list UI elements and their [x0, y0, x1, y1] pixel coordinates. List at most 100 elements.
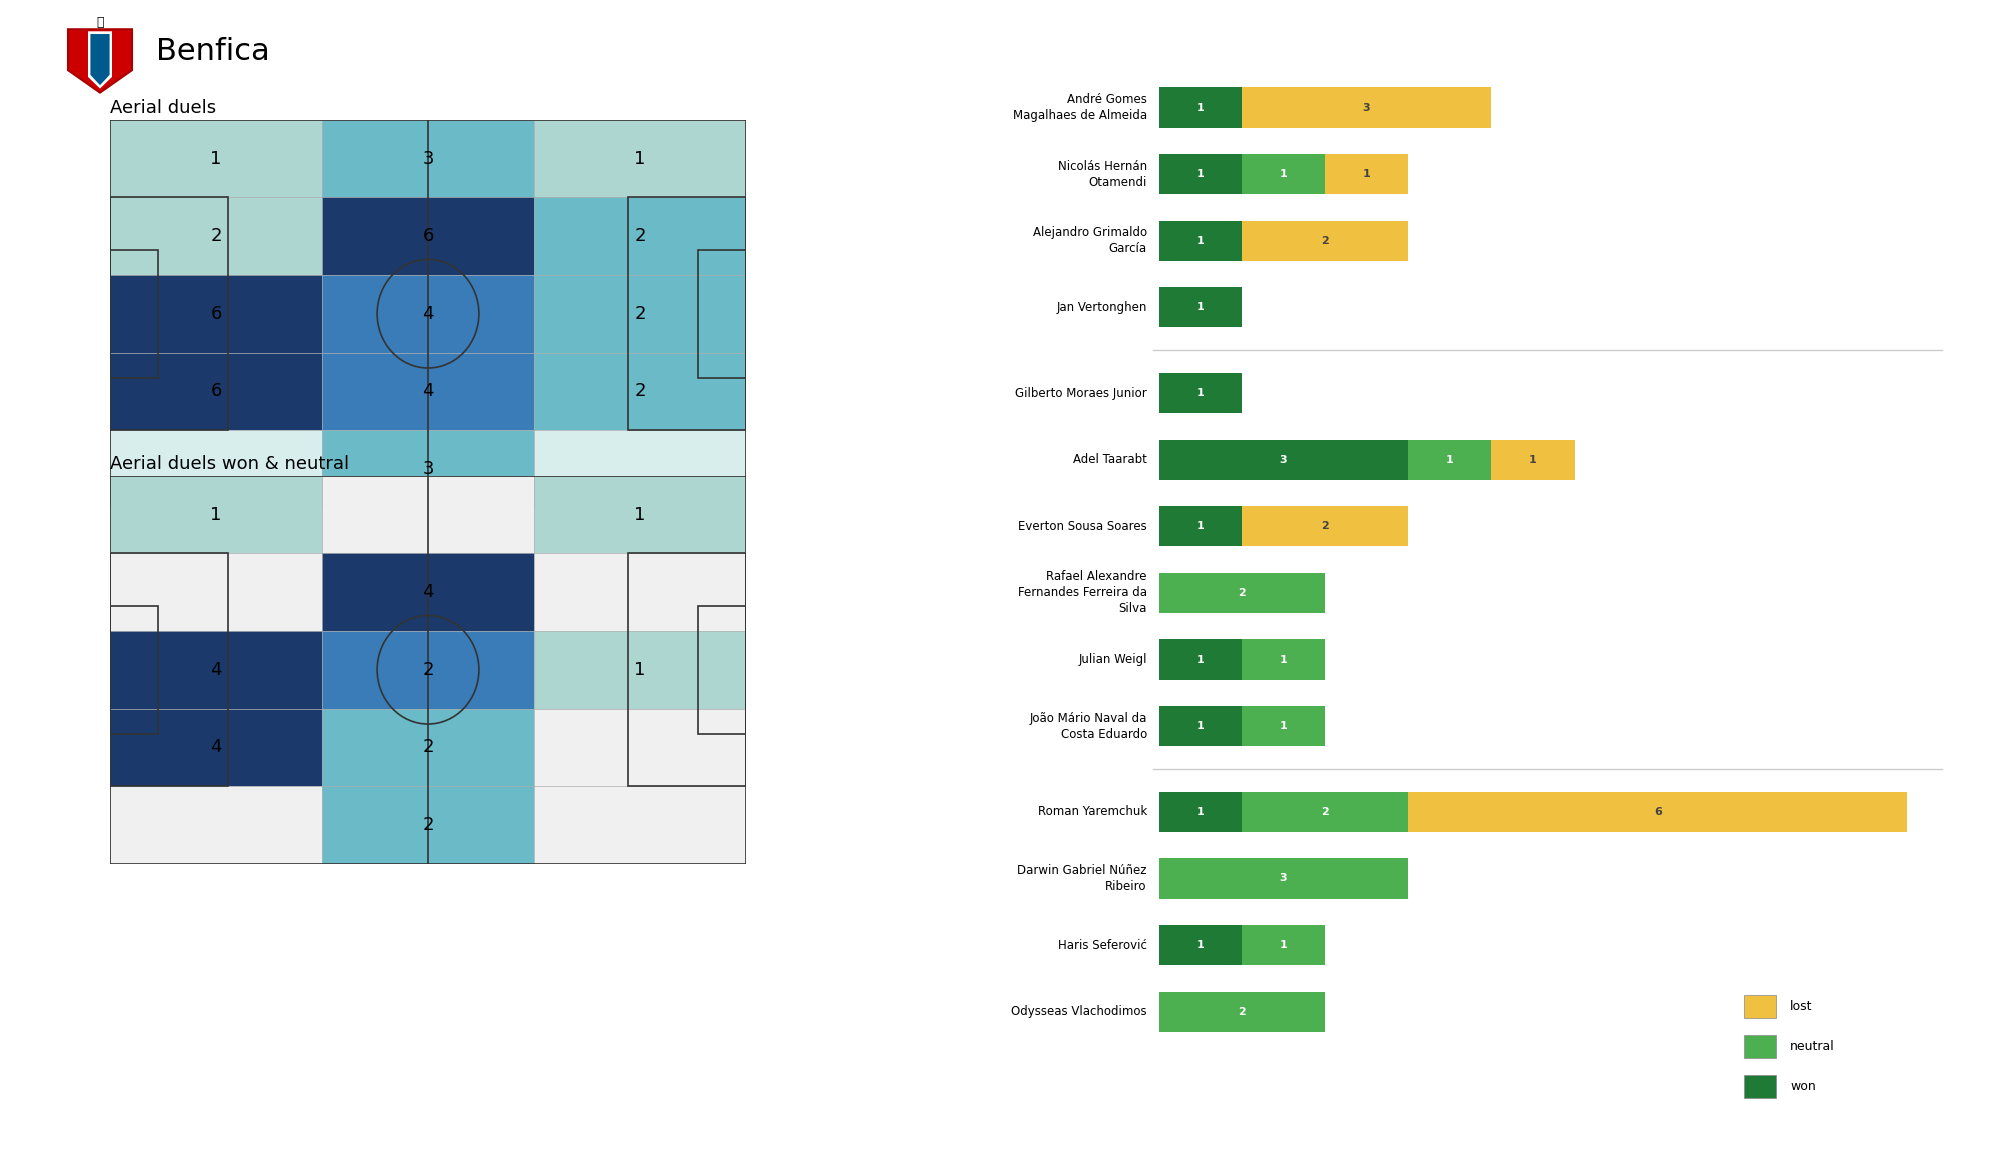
Text: 3: 3 [1280, 873, 1288, 884]
Bar [534, 197, 746, 275]
Bar [110, 786, 322, 864]
Text: 1: 1 [1196, 388, 1204, 398]
Polygon shape [68, 29, 132, 93]
Text: 1: 1 [1196, 522, 1204, 531]
Text: João Mário Naval da
Costa Eduardo: João Mário Naval da Costa Eduardo [1030, 712, 1146, 740]
Bar [534, 709, 746, 786]
Bar [110, 197, 322, 275]
Text: André Gomes
Magalhaes de Almeida: André Gomes Magalhaes de Almeida [1012, 93, 1146, 122]
Text: 6: 6 [210, 304, 222, 323]
Bar [1158, 87, 1242, 128]
Bar [628, 197, 746, 430]
Text: Jan Vertonghen: Jan Vertonghen [1056, 301, 1146, 314]
Text: 2: 2 [422, 815, 434, 834]
Text: 2: 2 [634, 382, 646, 401]
Text: 4: 4 [422, 583, 434, 602]
Text: 1: 1 [1280, 940, 1288, 951]
Text: lost: lost [1790, 1000, 1812, 1013]
Bar [1242, 925, 1324, 965]
Text: neutral: neutral [1790, 1040, 1836, 1053]
Text: 2: 2 [1322, 807, 1328, 817]
Bar [1158, 506, 1242, 546]
Bar [628, 553, 746, 786]
Text: 4: 4 [210, 738, 222, 757]
Bar [1242, 792, 1408, 832]
Text: Haris Seferović: Haris Seferović [1058, 939, 1146, 952]
Text: Darwin Gabriel Núñez
Ribeiro: Darwin Gabriel Núñez Ribeiro [1018, 864, 1146, 893]
Text: 2: 2 [634, 304, 646, 323]
Bar [322, 476, 534, 553]
Bar [110, 250, 158, 377]
Bar [322, 786, 534, 864]
Bar [1158, 925, 1242, 965]
Bar [1242, 506, 1408, 546]
Bar [1744, 1075, 1776, 1099]
Bar [534, 786, 746, 864]
Text: 1: 1 [1196, 169, 1204, 179]
Bar [322, 553, 534, 631]
Bar [1408, 792, 1908, 832]
Text: 3: 3 [422, 459, 434, 478]
Text: Alejandro Grimaldo
García: Alejandro Grimaldo García [1032, 227, 1146, 255]
Text: 2: 2 [422, 660, 434, 679]
Bar [698, 606, 746, 733]
Bar [534, 553, 746, 631]
Text: 1: 1 [1280, 654, 1288, 665]
Text: 2: 2 [634, 227, 646, 246]
Text: 1: 1 [634, 660, 646, 679]
Text: 1: 1 [1196, 940, 1204, 951]
Text: 1: 1 [1530, 455, 1536, 464]
Text: won: won [1790, 1080, 1816, 1093]
Bar [322, 197, 534, 275]
Text: 1: 1 [210, 149, 222, 168]
Bar [1324, 154, 1408, 194]
Text: 1: 1 [1362, 169, 1370, 179]
Text: 1: 1 [1196, 807, 1204, 817]
Text: 1: 1 [1196, 302, 1204, 313]
Text: 1: 1 [210, 505, 222, 524]
Text: 2: 2 [210, 227, 222, 246]
Text: 1: 1 [634, 505, 646, 524]
Bar [110, 275, 322, 352]
Text: 4: 4 [210, 660, 222, 679]
Bar [322, 631, 534, 709]
Text: 2: 2 [1238, 1007, 1246, 1016]
Bar [110, 476, 322, 553]
Text: 1: 1 [1196, 654, 1204, 665]
Bar [1242, 706, 1324, 746]
Bar [1158, 372, 1242, 414]
Bar [110, 553, 322, 631]
Bar [322, 430, 534, 508]
Bar [698, 250, 746, 377]
Text: Roman Yaremchuk: Roman Yaremchuk [1038, 805, 1146, 818]
Bar [322, 120, 534, 197]
Text: Julian Weigl: Julian Weigl [1078, 653, 1146, 666]
Text: 4: 4 [422, 382, 434, 401]
Bar [322, 352, 534, 430]
Bar [1744, 1035, 1776, 1059]
Text: 2: 2 [1238, 588, 1246, 598]
Bar [534, 430, 746, 508]
Bar [1158, 858, 1408, 899]
Polygon shape [88, 32, 112, 88]
Bar [534, 631, 746, 709]
Bar [1744, 995, 1776, 1018]
Bar [1158, 572, 1324, 613]
Text: 2: 2 [422, 738, 434, 757]
Text: 6: 6 [422, 227, 434, 246]
Text: 6: 6 [210, 382, 222, 401]
Bar [1158, 992, 1324, 1032]
Bar [110, 631, 322, 709]
Text: Aerial duels: Aerial duels [110, 99, 216, 116]
Text: Nicolás Hernán
Otamendi: Nicolás Hernán Otamendi [1058, 160, 1146, 189]
Text: 2: 2 [1322, 522, 1328, 531]
Bar [110, 606, 158, 733]
Text: Adel Taarabt: Adel Taarabt [1072, 454, 1146, 466]
Bar [1158, 792, 1242, 832]
Bar [322, 709, 534, 786]
Bar [1492, 439, 1574, 479]
Text: Benfica: Benfica [156, 38, 270, 66]
Bar [110, 553, 228, 786]
Bar [1158, 639, 1242, 679]
Bar [1242, 87, 1492, 128]
